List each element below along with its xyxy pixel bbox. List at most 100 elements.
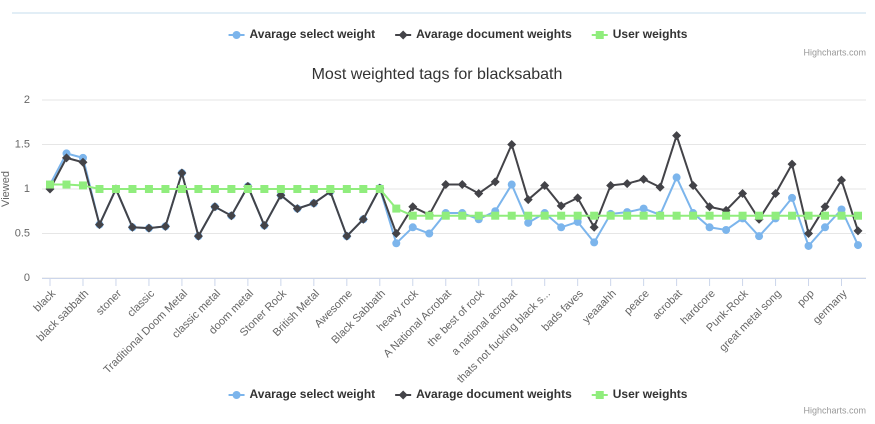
- data-point: [672, 131, 682, 141]
- data-point: [672, 211, 681, 220]
- data-point: [391, 229, 401, 238]
- data-point: [590, 238, 599, 247]
- data-point: [540, 180, 550, 190]
- data-point: [705, 223, 714, 232]
- legend: Avarage select weight Avarage document we…: [228, 27, 688, 41]
- data-point: [787, 159, 797, 169]
- data-point: [804, 241, 813, 250]
- data-point: [61, 153, 71, 163]
- legend: Avarage select weight Avarage document we…: [228, 387, 688, 401]
- data-point: [243, 185, 252, 193]
- data-point: [62, 180, 71, 189]
- data-point: [672, 173, 681, 182]
- data-point: [820, 202, 830, 212]
- data-point: [160, 221, 170, 231]
- data-point: [441, 180, 451, 190]
- x-tick-label: great metal song: [717, 288, 783, 354]
- data-point: [523, 195, 533, 205]
- y-tick-label: 2: [24, 94, 30, 106]
- legend-symbol: [232, 31, 241, 39]
- legend-label: Avarage document weights: [416, 387, 572, 401]
- x-tick-label: black: [32, 287, 59, 314]
- data-point: [293, 185, 302, 193]
- data-point: [557, 211, 566, 220]
- data-point: [408, 202, 418, 212]
- data-point: [441, 211, 450, 220]
- data-point: [78, 157, 88, 167]
- data-point: [771, 211, 780, 220]
- data-point: [589, 222, 599, 232]
- legend-symbol: [595, 391, 604, 399]
- data-point: [804, 229, 814, 238]
- data-point: [755, 232, 764, 241]
- x-tick-label: classic: [125, 287, 157, 319]
- data-point: [177, 168, 187, 178]
- data-point: [688, 180, 698, 190]
- data-point: [705, 202, 715, 212]
- data-point: [359, 185, 368, 193]
- y-tick-label: 0.5: [15, 227, 30, 239]
- data-point: [490, 177, 500, 187]
- data-point: [655, 182, 665, 192]
- legend-symbol: [232, 391, 241, 399]
- data-point: [507, 140, 517, 149]
- data-point: [738, 188, 748, 198]
- chart-title: Most weighted tags for blacksabath: [312, 66, 563, 83]
- data-point: [309, 185, 318, 193]
- data-point: [705, 211, 714, 220]
- data-point: [408, 211, 417, 220]
- y-tick-label: 0: [24, 272, 30, 284]
- data-point: [837, 211, 846, 220]
- legend-symbol: [595, 31, 604, 39]
- legend-symbol: [398, 30, 408, 40]
- data-point: [821, 223, 830, 232]
- data-point: [639, 211, 648, 220]
- data-point: [590, 211, 599, 220]
- data-point: [837, 175, 847, 185]
- legend-label: Avarage select weight: [250, 27, 376, 41]
- data-point: [78, 181, 87, 190]
- data-point: [276, 185, 285, 193]
- legend-item: User weights: [591, 387, 688, 401]
- data-point: [95, 185, 104, 193]
- data-point: [342, 185, 351, 193]
- legend-item: Avarage select weight: [228, 27, 376, 41]
- data-point: [837, 205, 846, 214]
- data-point: [375, 185, 384, 193]
- data-point: [722, 211, 731, 220]
- data-point: [144, 223, 154, 233]
- data-point: [738, 211, 747, 220]
- data-point: [144, 185, 153, 193]
- data-point: [606, 211, 615, 220]
- data-point: [127, 222, 137, 232]
- data-point: [392, 239, 401, 248]
- data-point: [771, 188, 781, 198]
- data-point: [194, 185, 203, 193]
- x-tick-label: pop: [795, 288, 816, 309]
- y-tick-label: 1.5: [15, 138, 30, 150]
- data-point: [210, 202, 220, 212]
- data-point: [507, 180, 516, 189]
- legend-item: Avarage document weights: [395, 387, 572, 401]
- data-point: [46, 180, 54, 189]
- legend-item: User weights: [591, 27, 688, 41]
- data-point: [111, 185, 120, 193]
- data-point: [557, 223, 566, 232]
- data-point: [622, 179, 632, 189]
- x-tick-label: peace: [622, 288, 652, 318]
- data-point: [408, 223, 417, 232]
- legend-item: Avarage document weights: [395, 27, 572, 41]
- credits: Highcharts.com: [803, 405, 866, 415]
- data-point: [524, 211, 533, 220]
- x-tick-label: yeaaahh: [580, 288, 618, 326]
- data-point: [193, 231, 203, 241]
- x-tick-label: stoner: [94, 287, 124, 317]
- data-point: [425, 211, 434, 220]
- data-point: [474, 188, 484, 198]
- y-tick-label: 1: [24, 183, 30, 195]
- data-point: [309, 198, 319, 208]
- data-point: [474, 211, 483, 220]
- data-point: [556, 201, 566, 211]
- data-point: [788, 211, 797, 220]
